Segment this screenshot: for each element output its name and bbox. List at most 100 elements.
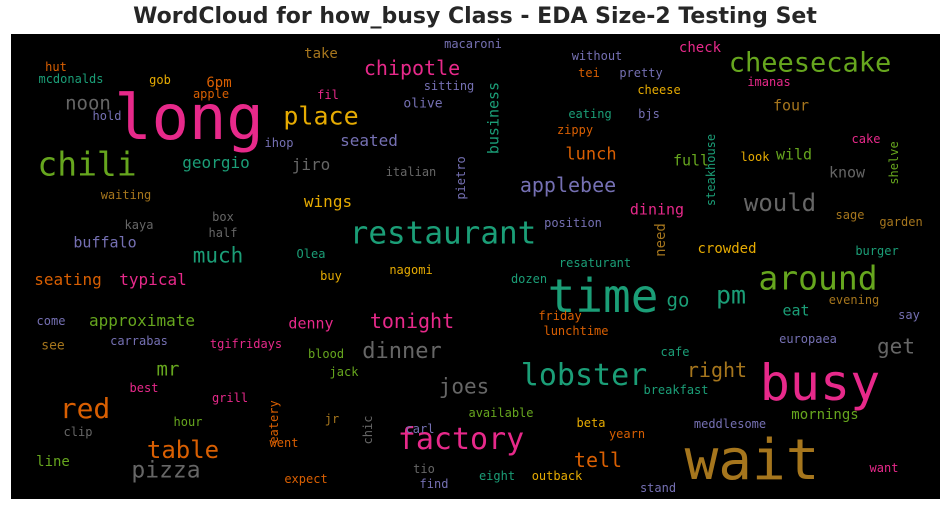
word-noon: noon [65, 92, 111, 115]
word-dozen: dozen [510, 272, 548, 286]
word-dining: dining [629, 200, 685, 219]
word-approximate: approximate [89, 311, 195, 330]
word-zippy: zippy [556, 123, 594, 137]
word-wait: wait [684, 428, 820, 493]
word-say: say [898, 308, 920, 322]
word-tgifridays: tgifridays [209, 337, 283, 351]
word-half: half [208, 226, 238, 240]
word-business: business [484, 81, 503, 155]
word-check: check [678, 40, 722, 56]
word-mornings: mornings [791, 407, 859, 423]
word-available: available [468, 406, 534, 420]
word-italian: italian [385, 165, 437, 179]
word-busy: busy [759, 354, 881, 412]
word-typical: typical [119, 270, 187, 289]
word-hold: hold [92, 109, 122, 123]
word-steakhouse: steakhouse [704, 133, 718, 207]
word-get: get [877, 334, 915, 359]
word-burger: burger [855, 244, 899, 258]
word-fil: fil [317, 88, 339, 102]
word-seated: seated [340, 131, 398, 150]
word-want: want [869, 461, 899, 475]
word-full: full [672, 151, 710, 170]
word-sitting: sitting [423, 79, 475, 93]
word-tio: tio [413, 462, 435, 476]
word-tei: tei [578, 66, 600, 80]
word-line: line [36, 454, 70, 470]
word-find: find [419, 477, 449, 491]
word-friday: friday [538, 309, 582, 323]
word-take: take [304, 46, 338, 62]
word-mcdonalds: mcdonalds [38, 72, 104, 86]
word-jr: jr [324, 412, 340, 426]
word-wings: wings [303, 192, 353, 211]
word-seating: seating [34, 270, 102, 289]
word-shelve: shelve [887, 141, 901, 185]
word-time: time [547, 269, 659, 323]
word-cake: cake [851, 132, 881, 146]
word-bjs: bjs [638, 107, 660, 121]
word-meddlesome: meddlesome [693, 417, 767, 431]
word-eat: eat [782, 301, 810, 320]
word-macaroni: macaroni [444, 37, 502, 51]
word-blood: blood [307, 347, 345, 361]
word-stand: stand [639, 481, 677, 495]
word-garden: garden [879, 215, 923, 229]
word-gob: gob [149, 73, 171, 87]
word-see: see [41, 338, 65, 354]
word-best: best [129, 381, 159, 395]
word-factory: factory [397, 422, 525, 457]
word-cheesecake: cheesecake [728, 47, 892, 79]
word-olive: olive [403, 96, 443, 112]
word-go: go [666, 289, 690, 312]
word-buy: buy [320, 269, 342, 283]
word-lunch: lunch [565, 144, 617, 165]
word-pretty: pretty [619, 66, 663, 80]
word-eating: eating [568, 107, 612, 121]
word-lunchtime: lunchtime [543, 324, 609, 338]
word-right: right [686, 358, 748, 382]
word-four: four [772, 96, 810, 115]
word-went: went [269, 436, 299, 450]
word-sage: sage [835, 208, 865, 222]
word-clip: clip [63, 425, 93, 439]
word-long: long [114, 81, 264, 154]
word-waiting: waiting [100, 188, 152, 202]
word-hut: hut [45, 60, 67, 74]
word-tonight: tonight [369, 309, 455, 333]
word-ihop: ihop [264, 136, 294, 150]
word-nagomi: nagomi [389, 263, 433, 277]
word-denny: denny [288, 314, 334, 333]
word-crowded: crowded [697, 241, 757, 257]
word-georgio: georgio [182, 153, 250, 172]
word-much: much [192, 243, 244, 268]
word-pizza: pizza [131, 457, 201, 484]
word-chipotle: chipotle [363, 56, 461, 80]
word-olea: Olea [296, 247, 326, 261]
word-kaya: kaya [124, 218, 154, 232]
word-outback: outback [531, 469, 583, 483]
word-imanas: imanas [747, 75, 791, 89]
word-pietro: pietro [454, 156, 468, 200]
word-come: come [36, 314, 66, 328]
word-apple: apple [192, 87, 230, 101]
word-restaurant: restaurant [349, 215, 537, 252]
word-need: need [653, 223, 669, 257]
word-buffalo: buffalo [73, 233, 137, 252]
word-pm: pm [715, 280, 747, 310]
word-chili: chili [37, 144, 137, 184]
word-evening: evening [828, 293, 880, 307]
word-joes: joes [438, 374, 490, 399]
word-wild: wild [775, 145, 813, 164]
word-hour: hour [173, 415, 203, 429]
word-cheese: cheese [637, 83, 681, 97]
word-expect: expect [284, 472, 328, 486]
chart-title: WordCloud for how_busy Class - EDA Size-… [133, 4, 817, 29]
word-red: red [59, 392, 111, 425]
word-lobster: lobster [520, 358, 648, 393]
word-dinner: dinner [362, 339, 442, 364]
word-carrabas: carrabas [110, 334, 168, 348]
word-europaea: europaea [779, 332, 837, 346]
word-carl: carl [405, 422, 435, 436]
word-chic: chic [361, 415, 375, 445]
